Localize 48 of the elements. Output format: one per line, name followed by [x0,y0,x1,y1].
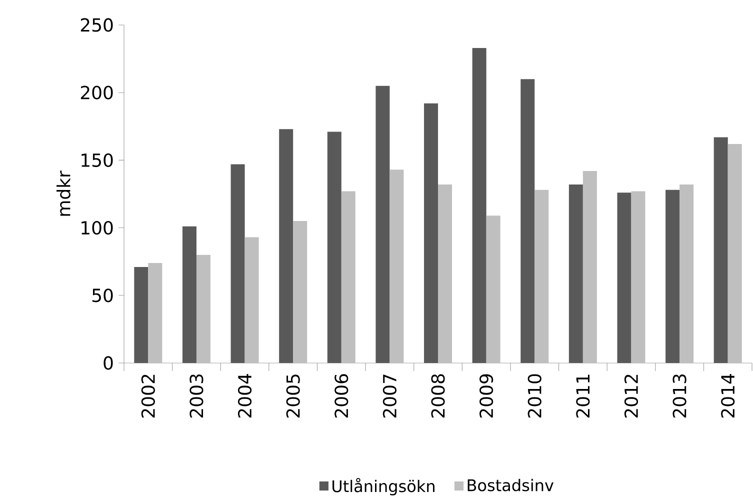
bar [230,164,245,363]
x-tick-label: 2008 [431,374,445,418]
y-tick-label: 50 [92,288,113,302]
y-axis-title: mdkr [56,170,70,216]
bar [728,144,742,363]
legend-label: Utlåningsökn [332,478,434,496]
y-tick-label: 250 [80,18,113,32]
x-tick-label: 2002 [141,374,155,418]
bar [568,184,583,363]
x-tick-label: 2014 [721,374,735,418]
bar [341,191,356,363]
bar [617,192,632,363]
bar [631,191,646,363]
bar [666,190,680,363]
x-tick-label: 2007 [382,374,396,418]
bar [472,48,486,363]
bar [486,216,500,363]
bar [438,184,452,363]
bar [148,262,162,363]
x-tick-label: 2012 [624,374,638,418]
x-tick-label: 2011 [576,374,590,418]
bar [680,184,694,363]
bar [244,237,259,363]
x-tick-label: 2005 [286,374,300,418]
x-tick-label: 2006 [334,374,348,418]
bar [279,129,294,363]
x-tick-label: 2013 [672,374,686,418]
y-tick-label: 150 [82,153,113,167]
y-tick-label: 0 [104,356,113,370]
x-tick-label: 2003 [190,374,204,418]
bar [582,171,597,363]
x-tick-label: 2004 [238,374,252,418]
x-tick-label: 2010 [528,374,542,418]
bar [534,190,549,363]
bar [327,132,342,363]
bar [390,170,404,363]
bar [293,221,308,363]
bar [196,254,210,363]
legend-label: Bostadsinv [468,478,554,492]
bar [182,226,196,363]
y-tick-label: 200 [80,86,113,100]
y-tick-label: 100 [82,220,113,235]
bar [134,267,148,363]
bar [520,79,535,363]
bar [424,103,438,363]
x-tick-label: 2009 [480,374,494,418]
bar [376,86,390,363]
bar [714,137,728,363]
